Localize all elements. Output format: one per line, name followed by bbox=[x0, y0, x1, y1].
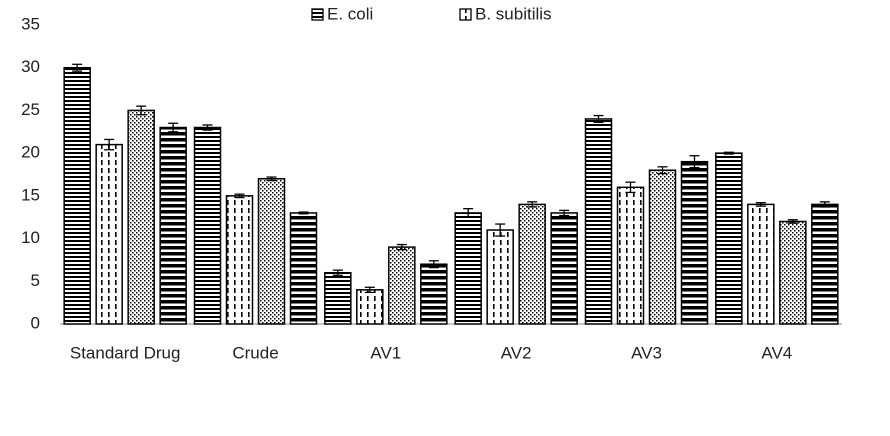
y-tick-label: 0 bbox=[31, 313, 40, 332]
legend-label: B. subitilis bbox=[475, 4, 552, 23]
bar bbox=[225, 195, 254, 325]
bar bbox=[648, 169, 677, 325]
bar bbox=[518, 203, 546, 325]
bar bbox=[193, 126, 222, 325]
bar bbox=[715, 152, 743, 325]
legend-label: E. coli bbox=[327, 4, 373, 23]
x-tick-label: AV3 bbox=[631, 343, 662, 362]
bar bbox=[616, 186, 645, 325]
x-tick-label: Crude bbox=[232, 343, 278, 362]
y-tick-label: 30 bbox=[21, 57, 40, 76]
bar bbox=[550, 212, 578, 325]
bar bbox=[63, 66, 91, 325]
bar bbox=[420, 263, 448, 325]
bar bbox=[747, 203, 775, 325]
bar bbox=[680, 160, 709, 325]
y-tick-label: 25 bbox=[21, 100, 40, 119]
bar bbox=[486, 229, 514, 325]
x-tick-label: AV2 bbox=[501, 343, 532, 362]
y-tick-label: 15 bbox=[21, 185, 40, 204]
y-tick-label: 10 bbox=[21, 228, 40, 247]
legend-swatch bbox=[459, 8, 472, 21]
bar bbox=[356, 289, 384, 325]
bar bbox=[289, 212, 318, 325]
x-tick-label: Standard Drug bbox=[70, 343, 181, 362]
bar bbox=[127, 109, 155, 325]
bar bbox=[454, 212, 482, 325]
legend-swatch bbox=[311, 8, 324, 21]
bar bbox=[159, 126, 187, 325]
bar bbox=[779, 220, 807, 325]
bar bbox=[257, 178, 286, 325]
bar bbox=[811, 203, 839, 325]
bar bbox=[95, 143, 123, 325]
y-tick-label: 35 bbox=[21, 14, 40, 33]
bar bbox=[388, 246, 416, 325]
bar bbox=[584, 118, 613, 325]
bar bbox=[324, 271, 352, 325]
y-tick-label: 5 bbox=[31, 271, 40, 290]
y-tick-label: 20 bbox=[21, 143, 40, 162]
x-tick-label: AV4 bbox=[761, 343, 792, 362]
x-tick-label: AV1 bbox=[370, 343, 401, 362]
